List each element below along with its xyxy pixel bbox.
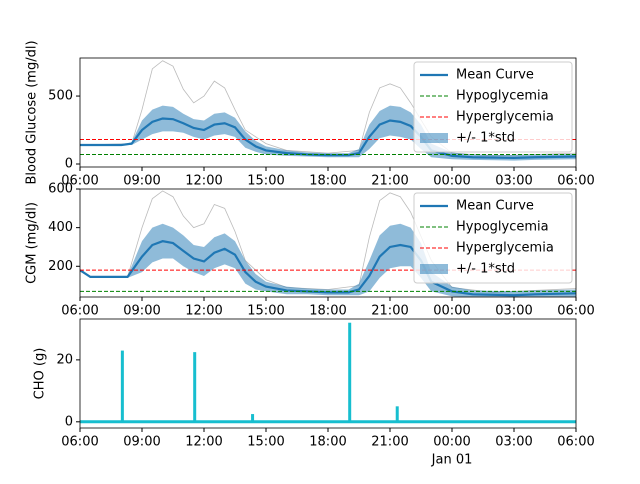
y-tick-label: 600: [48, 182, 73, 197]
x-tick-label: 09:00: [123, 174, 160, 189]
legend-label: Hypoglycemia: [456, 89, 549, 104]
x-tick-label: 12:00: [185, 304, 222, 319]
x-tick-label: 18:00: [309, 174, 346, 189]
x-tick-label: 06:00: [557, 435, 594, 450]
bar: [348, 322, 352, 422]
y-axis-label: CHO (g): [33, 348, 48, 400]
legend-label: +/- 1*std: [456, 262, 515, 277]
x-tick-label: 09:00: [123, 435, 160, 450]
y-tick-label: 0: [65, 414, 73, 429]
x-tick-label: 03:00: [495, 304, 532, 319]
legend-label: Hyperglycemia: [456, 241, 554, 256]
legend: [413, 61, 573, 153]
std-band: [80, 105, 576, 161]
y-tick-label: 200: [48, 259, 73, 274]
x-tick-label: 18:00: [309, 435, 346, 450]
x-tick-label: 21:00: [371, 174, 408, 189]
x-tick-label: 06:00: [61, 435, 98, 450]
x-tick-label: 12:00: [185, 435, 222, 450]
legend-label: Hypoglycemia: [456, 220, 549, 235]
x-tick-label: 06:00: [557, 304, 594, 319]
annotation: Jan 01: [431, 453, 473, 468]
x-tick-label: 03:00: [495, 174, 532, 189]
x-tick-label: 21:00: [371, 304, 408, 319]
bar: [251, 414, 255, 422]
y-tick-label: 500: [48, 89, 73, 104]
x-tick-label: 00:00: [433, 304, 470, 319]
plot-frame: [79, 318, 577, 429]
x-tick-label: 00:00: [433, 174, 470, 189]
x-tick-label: 15:00: [247, 174, 284, 189]
x-tick-label: 00:00: [433, 435, 470, 450]
x-tick-label: 21:00: [371, 435, 408, 450]
y-tick-label: 400: [48, 220, 73, 235]
y-tick-label: 20: [56, 352, 73, 367]
legend: [413, 192, 573, 284]
legend-swatch: [420, 264, 448, 274]
legend-label: +/- 1*std: [456, 131, 515, 146]
trace: [80, 60, 576, 157]
plot-frame: [79, 188, 577, 298]
bar: [120, 350, 124, 422]
y-axis-label: CGM (mg/dl): [25, 202, 40, 284]
x-tick-label: 09:00: [123, 304, 160, 319]
legend-label: Hyperglycemia: [456, 110, 554, 125]
legend-label: Mean Curve: [456, 199, 534, 214]
x-tick-label: 12:00: [185, 174, 222, 189]
x-tick-label: 15:00: [247, 435, 284, 450]
bar: [193, 352, 197, 422]
y-tick-label: 0: [65, 157, 73, 172]
bar: [395, 406, 399, 422]
std-band: [80, 223, 576, 297]
legend-label: Mean Curve: [456, 68, 534, 83]
legend-swatch: [420, 133, 448, 143]
x-tick-label: 18:00: [309, 304, 346, 319]
x-tick-label: 06:00: [61, 174, 98, 189]
x-tick-label: 03:00: [495, 435, 532, 450]
plot-frame: [79, 57, 577, 168]
x-tick-label: 06:00: [61, 304, 98, 319]
y-axis-label: Blood Glucose (mg/dl): [25, 40, 40, 184]
x-tick-label: 06:00: [557, 174, 594, 189]
x-tick-label: 15:00: [247, 304, 284, 319]
